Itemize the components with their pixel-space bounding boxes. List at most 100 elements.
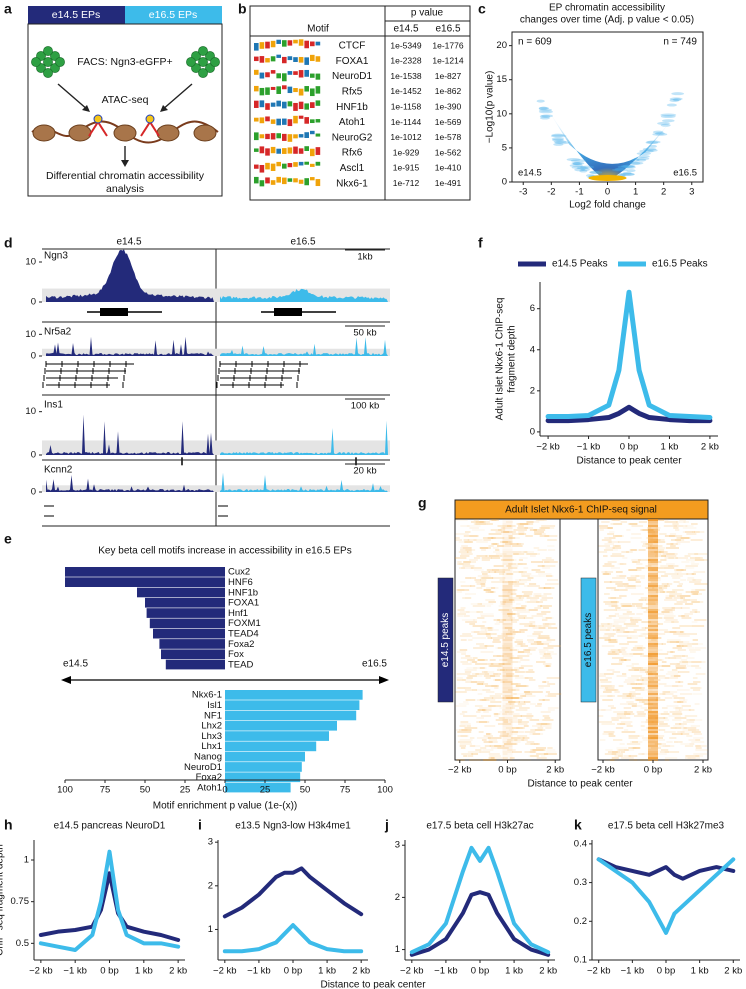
heat-cell bbox=[610, 601, 619, 603]
bar-label: FOXA1 bbox=[228, 598, 259, 609]
heat-center bbox=[502, 583, 513, 585]
heat-cell bbox=[690, 687, 701, 689]
motif-logo bbox=[315, 41, 321, 46]
heat-cell bbox=[515, 671, 525, 673]
heat-cell bbox=[493, 639, 500, 641]
heat-cell bbox=[691, 573, 696, 575]
heat-center bbox=[502, 687, 513, 689]
heat-cell bbox=[496, 655, 501, 657]
heat-cell bbox=[657, 549, 665, 551]
motif-name: FOXA1 bbox=[336, 56, 369, 67]
bar-label: Lhx1 bbox=[201, 741, 222, 752]
heat-cell bbox=[642, 545, 652, 547]
motif-logo bbox=[287, 101, 293, 107]
heat-cell bbox=[539, 527, 550, 529]
motif-logo bbox=[259, 134, 265, 139]
heat-cell bbox=[546, 575, 553, 577]
heat-cell bbox=[473, 523, 487, 525]
panel-label: f bbox=[478, 235, 483, 251]
heat-cell bbox=[489, 695, 501, 697]
heat-cell bbox=[512, 705, 522, 707]
heat-cell bbox=[673, 655, 685, 657]
heat-cell bbox=[682, 661, 688, 663]
y-tick-label: 1 bbox=[395, 944, 400, 955]
heat-cell bbox=[611, 663, 623, 665]
heat-cell bbox=[457, 735, 468, 737]
heat-center bbox=[502, 711, 513, 713]
heat-cell bbox=[515, 709, 528, 711]
heat-cell bbox=[529, 751, 537, 753]
heat-center bbox=[502, 539, 513, 541]
heat-cell bbox=[618, 685, 624, 687]
heat-center bbox=[502, 679, 513, 681]
heat-cell bbox=[659, 693, 666, 695]
heat-cell bbox=[546, 639, 556, 641]
heat-cell bbox=[519, 629, 528, 631]
heat-cell bbox=[493, 565, 504, 567]
heat-cell bbox=[482, 689, 491, 691]
heat-cell bbox=[464, 689, 473, 691]
heat-cell bbox=[484, 745, 491, 747]
density-blob bbox=[633, 157, 650, 161]
heat-cell bbox=[675, 709, 681, 711]
heat-center bbox=[648, 583, 658, 585]
heat-cell bbox=[629, 741, 643, 743]
heat-cell bbox=[501, 603, 506, 605]
heat-cell bbox=[467, 755, 474, 757]
heat-cell bbox=[694, 611, 701, 613]
panel-label: k bbox=[574, 817, 582, 833]
p-value: 1e-578 bbox=[435, 132, 462, 142]
heat-cell bbox=[523, 649, 536, 651]
heat-cell bbox=[657, 613, 665, 615]
heat-cell bbox=[629, 635, 643, 637]
heat-cell bbox=[524, 527, 534, 529]
heat-cell bbox=[536, 641, 542, 643]
heat-cell bbox=[632, 687, 645, 689]
bar-label: Cux2 bbox=[228, 567, 250, 578]
group-bar bbox=[580, 577, 597, 703]
motif-logo bbox=[276, 39, 281, 44]
heat-cell bbox=[458, 541, 472, 543]
y-tick-label: 2 bbox=[208, 880, 213, 891]
heat-center bbox=[502, 529, 513, 531]
heat-cell bbox=[489, 659, 496, 661]
bar bbox=[137, 587, 225, 598]
bar-label: Nkx6-1 bbox=[192, 690, 222, 701]
heat-cell bbox=[470, 681, 485, 683]
heat-cell bbox=[674, 717, 687, 719]
heat-cell bbox=[523, 701, 531, 703]
heat-cell bbox=[631, 687, 642, 689]
x-axis-label: Log2 fold change bbox=[569, 200, 646, 211]
heat-cell bbox=[679, 699, 685, 701]
heat-cell bbox=[455, 537, 460, 539]
heat-cell bbox=[681, 561, 690, 563]
heat-cell bbox=[527, 601, 540, 603]
heat-cell bbox=[544, 561, 558, 563]
heat-center bbox=[648, 559, 658, 561]
y-tick-label: 1 bbox=[24, 855, 29, 866]
heat-cell bbox=[605, 547, 615, 549]
heat-cell bbox=[537, 549, 547, 551]
heat-cell bbox=[533, 641, 542, 643]
heat-center bbox=[648, 599, 658, 601]
heat-cell bbox=[497, 545, 504, 547]
heat-cell bbox=[619, 703, 628, 705]
heat-cell bbox=[666, 553, 678, 555]
heat-cell bbox=[664, 573, 679, 575]
heat-cell bbox=[640, 669, 649, 671]
heat-cell bbox=[510, 683, 521, 685]
heat-cell bbox=[472, 637, 486, 639]
heat-center bbox=[502, 727, 513, 729]
heat-cell bbox=[693, 753, 707, 755]
heat-cell bbox=[455, 729, 468, 731]
heat-cell bbox=[601, 539, 612, 541]
heat-cell bbox=[521, 575, 530, 577]
heat-center bbox=[648, 523, 658, 525]
heat-cell bbox=[681, 645, 692, 647]
heat-cell bbox=[626, 695, 636, 697]
heat-cell bbox=[518, 701, 526, 703]
heat-cell bbox=[513, 609, 527, 611]
heat-cell bbox=[534, 531, 545, 533]
heat-cell bbox=[626, 551, 633, 553]
heat-cell bbox=[459, 745, 467, 747]
